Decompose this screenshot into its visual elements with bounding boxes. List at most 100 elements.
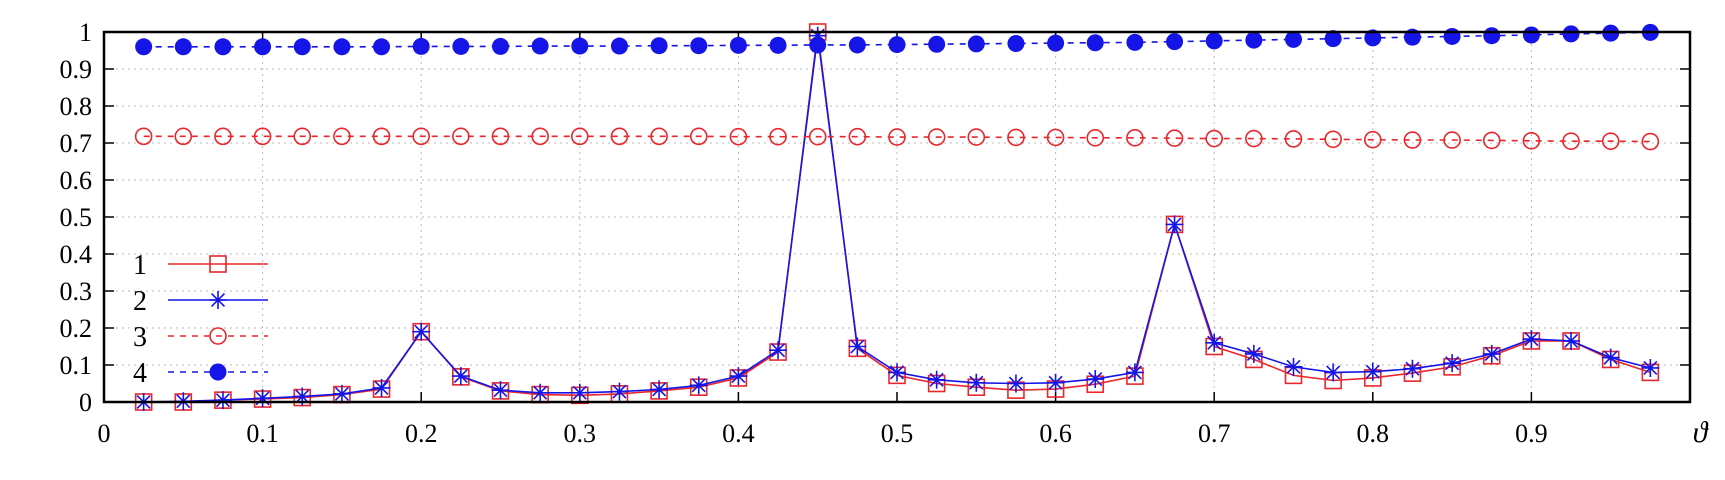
y-tick-label: 0.7 xyxy=(60,129,93,158)
data-point xyxy=(570,127,589,146)
x-tick-label: 0.1 xyxy=(246,419,279,448)
data-point xyxy=(372,378,391,397)
series-3 xyxy=(134,127,1660,151)
legend-marker xyxy=(209,291,227,309)
y-tick-label: 0.4 xyxy=(60,240,93,269)
series-2 xyxy=(134,26,1660,411)
data-series xyxy=(134,23,1660,411)
data-point xyxy=(1522,330,1541,349)
data-point xyxy=(1205,32,1223,50)
data-point xyxy=(531,37,549,55)
data-point xyxy=(1165,129,1184,147)
data-point xyxy=(174,127,193,146)
legend-item-3: 3 xyxy=(133,322,268,353)
data-point xyxy=(1165,215,1184,234)
data-point xyxy=(1601,348,1620,367)
data-point xyxy=(729,367,748,386)
data-point xyxy=(412,127,431,146)
data-point xyxy=(610,382,629,401)
x-tick-label: 0.8 xyxy=(1357,419,1390,448)
y-tick-label: 0.1 xyxy=(60,351,93,380)
data-point xyxy=(491,381,510,400)
data-point xyxy=(1482,344,1501,363)
data-point xyxy=(769,36,787,54)
data-point xyxy=(1245,129,1263,148)
data-point xyxy=(689,127,708,146)
data-point xyxy=(1364,29,1382,47)
data-point xyxy=(888,36,906,54)
data-point xyxy=(1522,131,1541,150)
data-point xyxy=(492,37,509,55)
data-point xyxy=(1364,130,1382,149)
data-point xyxy=(1562,331,1581,350)
data-point xyxy=(848,337,867,356)
data-point xyxy=(135,38,153,56)
y-tick-label: 0.8 xyxy=(60,92,93,121)
data-point xyxy=(452,37,470,55)
legend-marker xyxy=(209,255,227,273)
data-point xyxy=(1244,344,1263,363)
y-tick-label: 0.9 xyxy=(60,55,93,84)
data-point xyxy=(1363,362,1382,381)
data-point xyxy=(769,341,788,360)
data-point xyxy=(1641,358,1660,377)
data-point xyxy=(372,127,391,146)
y-tick-label: 0.3 xyxy=(60,277,93,306)
data-point xyxy=(809,36,827,54)
data-point xyxy=(1324,363,1343,382)
data-point xyxy=(1086,370,1105,389)
data-point xyxy=(1126,129,1144,147)
grid-lines xyxy=(104,32,1690,402)
y-tick-label: 1 xyxy=(79,18,92,47)
x-tick-label: 0.4 xyxy=(722,419,755,448)
data-point xyxy=(927,128,946,146)
data-point xyxy=(253,389,272,408)
data-point xyxy=(1205,333,1224,352)
x-tick-label: 0.6 xyxy=(1039,419,1072,448)
data-point xyxy=(293,38,311,56)
y-tick-label: 0.5 xyxy=(60,203,93,232)
data-point xyxy=(848,36,866,54)
y-tick-label: 0 xyxy=(79,388,92,417)
data-point xyxy=(729,36,747,54)
data-point xyxy=(1086,129,1105,147)
data-point xyxy=(689,376,708,395)
data-point xyxy=(1006,374,1025,393)
data-point xyxy=(650,380,669,399)
legend-marker xyxy=(209,327,227,345)
legend-label: 2 xyxy=(133,286,147,317)
data-point xyxy=(1284,130,1303,148)
data-point xyxy=(293,387,312,406)
data-point xyxy=(570,383,589,402)
data-point xyxy=(690,37,708,55)
plot-frame xyxy=(102,30,1692,404)
data-point xyxy=(1285,30,1302,48)
data-point xyxy=(1483,27,1501,45)
data-point xyxy=(134,127,153,146)
data-point xyxy=(293,127,312,146)
x-axis-label: ϑ xyxy=(1693,416,1710,449)
y-tick-label: 0.6 xyxy=(60,166,93,195)
data-point xyxy=(610,37,628,55)
data-point xyxy=(214,38,232,56)
data-point xyxy=(1126,33,1144,51)
data-point xyxy=(333,127,351,146)
data-point xyxy=(1522,26,1540,44)
data-point xyxy=(213,391,232,410)
data-point xyxy=(1046,373,1065,392)
data-point xyxy=(1245,31,1263,49)
data-point xyxy=(729,127,748,146)
data-point xyxy=(1601,132,1620,150)
data-point xyxy=(927,370,946,389)
legend-item-1: 1 xyxy=(133,250,268,281)
data-point xyxy=(531,127,549,146)
data-point xyxy=(928,35,946,53)
data-point xyxy=(214,127,232,146)
data-point xyxy=(333,38,351,56)
data-point xyxy=(888,363,906,382)
data-point xyxy=(412,322,431,341)
y-tick-label: 0.2 xyxy=(60,314,93,343)
data-point xyxy=(1046,128,1065,147)
legend-label: 3 xyxy=(133,322,147,353)
